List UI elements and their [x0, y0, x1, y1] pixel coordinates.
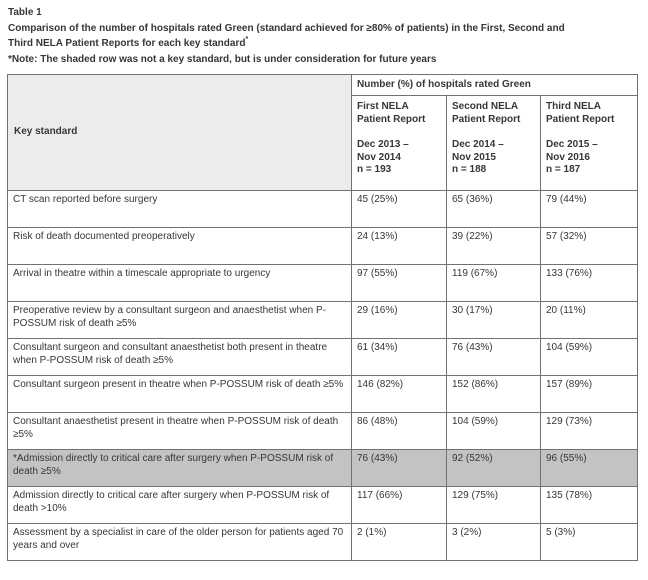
standard-cell: Admission directly to critical care afte… — [7, 486, 352, 524]
header-row-reports: First NELA Patient Report Dec 2013 – Nov… — [8, 95, 639, 191]
caption-line-2: Third NELA Patient Reports for each key … — [8, 36, 640, 52]
column-header-third-report: Third NELA Patient Report Dec 2015 – Nov… — [539, 95, 639, 191]
value-cell-second: 92 (52%) — [446, 449, 541, 487]
value-cell-second: 104 (59%) — [446, 412, 541, 450]
table-row: Consultant surgeon present in theatre wh… — [7, 375, 639, 413]
key-standard-header: Key standard — [7, 74, 352, 191]
standard-cell: Assessment by a specialist in care of th… — [7, 523, 352, 561]
table-row: Arrival in theatre within a timescale ap… — [7, 264, 639, 302]
report-period-line1: Dec 2013 – — [357, 139, 409, 150]
report-period-line2: Nov 2014 — [357, 151, 401, 163]
document-page: Table 1 Comparison of the number of hosp… — [0, 0, 648, 561]
standard-cell: Preoperative review by a consultant surg… — [7, 301, 352, 339]
standard-cell: *Admission directly to critical care aft… — [7, 449, 352, 487]
value-cell-first: 86 (48%) — [351, 412, 447, 450]
column-header-first-report: First NELA Patient Report Dec 2013 – Nov… — [351, 95, 447, 191]
value-cell-first: 29 (16%) — [351, 301, 447, 339]
table-row: Risk of death documented preoperatively … — [7, 227, 639, 265]
value-cell-first: 117 (66%) — [351, 486, 447, 524]
table-caption: Table 1 Comparison of the number of hosp… — [0, 0, 648, 67]
hospitals-rated-green-table: Key standard Number (%) of hospitals rat… — [7, 74, 639, 561]
report-title: Second NELA Patient Report — [452, 101, 521, 125]
standard-cell: Risk of death documented preoperatively — [7, 227, 352, 265]
table-row: Admission directly to critical care afte… — [7, 486, 639, 524]
report-period-line1: Dec 2014 – — [452, 139, 504, 150]
value-cell-second: 152 (86%) — [446, 375, 541, 413]
value-cell-first: 24 (13%) — [351, 227, 447, 265]
caption-line-2-text: Third NELA Patient Reports for each key … — [8, 38, 246, 49]
table-label: Table 1 — [8, 7, 42, 18]
value-cell-first: 146 (82%) — [351, 375, 447, 413]
value-cell-third: 5 (3%) — [539, 523, 639, 561]
table-row: Assessment by a specialist in care of th… — [7, 523, 639, 561]
value-cell-first: 61 (34%) — [351, 338, 447, 376]
report-n: n = 187 — [546, 164, 581, 175]
caption-note: *Note: The shaded row was not a key stan… — [8, 53, 437, 65]
standard-cell: Consultant surgeon and consultant anaest… — [7, 338, 352, 376]
report-period-line2: Nov 2015 — [452, 151, 496, 163]
standard-cell: CT scan reported before surgery — [7, 190, 352, 228]
value-cell-first: 97 (55%) — [351, 264, 447, 302]
standard-cell: Arrival in theatre within a timescale ap… — [7, 264, 352, 302]
footnote-marker: * — [245, 35, 249, 43]
report-period-line1: Dec 2015 – — [546, 139, 598, 150]
column-header-second-report: Second NELA Patient Report Dec 2014 – No… — [446, 95, 541, 191]
value-cell-first: 45 (25%) — [351, 190, 447, 228]
report-period-line2: Nov 2016 — [546, 151, 590, 163]
value-cell-second: 65 (36%) — [446, 190, 541, 228]
value-cell-second: 30 (17%) — [446, 301, 541, 339]
table-row: Preoperative review by a consultant surg… — [7, 301, 639, 339]
value-cell-third: 135 (78%) — [539, 486, 639, 524]
standard-cell: Consultant anaesthetist present in theat… — [7, 412, 352, 450]
value-cell-third: 79 (44%) — [539, 190, 639, 228]
value-cell-third: 129 (73%) — [539, 412, 639, 450]
value-cell-first: 76 (43%) — [351, 449, 447, 487]
table-row: Consultant surgeon and consultant anaest… — [7, 338, 639, 376]
value-cell-first: 2 (1%) — [351, 523, 447, 561]
value-cell-third: 96 (55%) — [539, 449, 639, 487]
report-title: First NELA Patient Report — [357, 101, 426, 125]
value-cell-second: 3 (2%) — [446, 523, 541, 561]
value-cell-third: 57 (32%) — [539, 227, 639, 265]
header-row-group: Key standard Number (%) of hospitals rat… — [7, 74, 639, 191]
table-row-shaded: *Admission directly to critical care aft… — [7, 449, 639, 487]
table-row: CT scan reported before surgery 45 (25%)… — [7, 190, 639, 228]
group-header: Number (%) of hospitals rated Green — [350, 74, 639, 96]
table-row: Consultant anaesthetist present in theat… — [7, 412, 639, 450]
report-n: n = 193 — [357, 164, 392, 175]
standard-cell: Consultant surgeon present in theatre wh… — [7, 375, 352, 413]
value-cell-second: 129 (75%) — [446, 486, 541, 524]
value-cell-third: 157 (89%) — [539, 375, 639, 413]
caption-line-1: Comparison of the number of hospitals ra… — [8, 22, 565, 34]
value-cell-third: 20 (11%) — [539, 301, 639, 339]
value-cell-second: 76 (43%) — [446, 338, 541, 376]
report-title: Third NELA Patient Report — [546, 101, 615, 125]
value-cell-second: 119 (67%) — [446, 264, 541, 302]
value-cell-third: 104 (59%) — [539, 338, 639, 376]
value-cell-third: 133 (76%) — [539, 264, 639, 302]
value-cell-second: 39 (22%) — [446, 227, 541, 265]
report-n: n = 188 — [452, 164, 487, 175]
